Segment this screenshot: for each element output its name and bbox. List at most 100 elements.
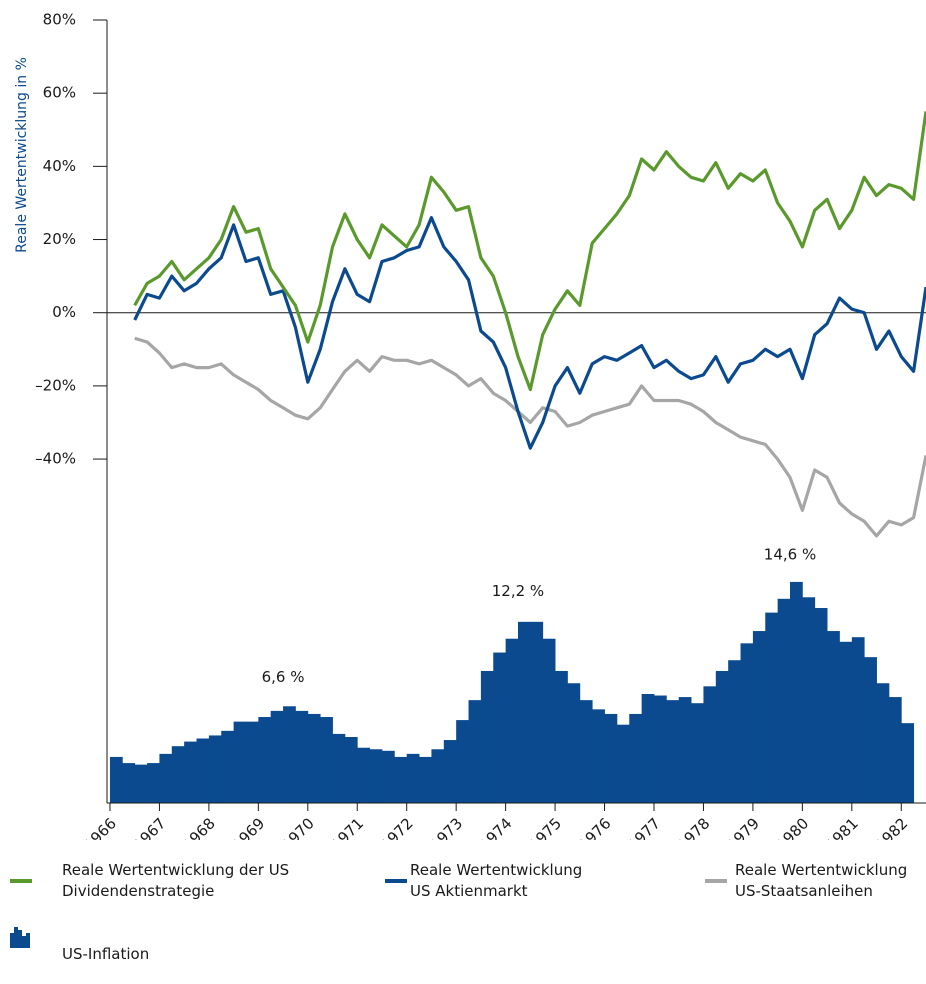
x-tick-label: 1976: [575, 814, 615, 840]
inflation-bar: [419, 756, 432, 803]
legend-label: US-Inflation: [62, 945, 150, 963]
annotation: 14,6 %: [764, 545, 816, 563]
x-tick-label: 1974: [476, 814, 516, 840]
inflation-bar: [715, 670, 729, 803]
inflation-bar: [196, 738, 210, 803]
inflation-bar: [258, 717, 272, 803]
inflation-bar: [456, 720, 469, 803]
y-axis-label: Reale Wertentwicklung in %: [14, 57, 30, 253]
inflation-bar: [332, 733, 346, 803]
legend-swatch: [705, 879, 727, 883]
inflation-bar: [678, 697, 692, 803]
inflation-bar: [480, 670, 494, 803]
y-tick-label: –40%: [35, 450, 76, 468]
x-tick-label: 1972: [377, 814, 417, 840]
inflation-bar: [691, 703, 704, 803]
inflation-bar: [221, 730, 235, 803]
inflation-bar: [579, 700, 593, 803]
inflation-bar: [666, 700, 680, 803]
inflation-bar: [394, 756, 408, 803]
inflation-bar: [134, 764, 148, 803]
inflation-bar: [864, 657, 877, 803]
inflation-bar: [208, 735, 222, 803]
y-tick-label: 20%: [43, 230, 76, 248]
y-tick-label: 80%: [43, 11, 76, 29]
x-tick-label: 1978: [674, 814, 714, 840]
inflation-bar: [381, 750, 395, 803]
inflation-bar: [752, 631, 766, 803]
legend-bar-icon: [26, 932, 30, 948]
inflation-bar: [109, 756, 123, 803]
x-tick-label: 1971: [328, 814, 368, 840]
legend-bar-icon: [14, 927, 18, 948]
inflation-bar: [629, 713, 643, 803]
x-tick-label: 1967: [130, 814, 170, 840]
x-tick-label: 1975: [525, 814, 565, 840]
inflation-bar: [765, 612, 779, 803]
inflation-bar: [468, 700, 482, 803]
inflation-bar: [703, 686, 717, 803]
x-tick-label: 1977: [624, 814, 664, 840]
inflation-bar: [406, 753, 420, 803]
inflation-bar: [728, 660, 741, 803]
inflation-bar: [876, 683, 890, 803]
inflation-bar: [357, 747, 371, 803]
inflation-bar: [431, 749, 445, 803]
inflation-bar: [505, 638, 519, 803]
inflation-bar: [283, 706, 296, 803]
inflation-bar: [320, 717, 333, 803]
inflation-bar: [888, 697, 902, 803]
series-line: [133, 111, 926, 392]
inflation-bar: [616, 724, 630, 803]
inflation-bar: [245, 721, 259, 803]
inflation-bar: [233, 721, 247, 803]
inflation-bar: [777, 598, 791, 803]
annotation: 12,2 %: [492, 582, 544, 600]
inflation-bar: [307, 713, 321, 803]
inflation-bar: [295, 710, 309, 803]
inflation-bar: [641, 693, 655, 803]
inflation-bar: [530, 621, 544, 803]
inflation-bar: [542, 638, 556, 803]
inflation-bar: [827, 631, 840, 803]
inflation-bar: [814, 608, 828, 803]
series-line: [134, 336, 926, 538]
inflation-bar: [789, 581, 803, 803]
x-tick-label: 1966: [80, 814, 120, 840]
x-tick-label: 1970: [278, 814, 318, 840]
legend-bar-icon: [22, 935, 26, 948]
x-tick-label: 1979: [723, 814, 763, 840]
x-tick-label: 1980: [773, 814, 813, 840]
x-tick-label: 1982: [872, 814, 912, 840]
series-line: [133, 216, 926, 450]
inflation-bar: [653, 695, 667, 803]
inflation-bar: [604, 713, 618, 803]
inflation-bar: [493, 652, 507, 803]
inflation-bar: [839, 641, 853, 803]
inflation-bar: [184, 741, 197, 803]
legend-label: Reale Wertentwicklung der US Dividendens…: [62, 861, 290, 900]
inflation-bar: [517, 621, 531, 803]
x-tick-label: 1981: [822, 814, 862, 840]
inflation-bar: [443, 740, 457, 803]
y-tick-label: –20%: [35, 376, 76, 394]
y-tick-label: 60%: [43, 84, 76, 102]
inflation-bar: [802, 597, 816, 803]
legend-bar-icon: [18, 930, 22, 948]
inflation-bar: [740, 643, 754, 803]
inflation-bar: [901, 723, 915, 803]
y-tick-label: 0%: [52, 303, 76, 321]
legend-label: Reale Wertentwicklung US Aktienmarkt: [410, 861, 583, 900]
inflation-bar: [270, 710, 284, 803]
legend-swatch: [10, 879, 32, 883]
legend-bar-icon: [10, 932, 14, 948]
inflation-bar: [147, 763, 160, 803]
annotation: 6,6 %: [262, 668, 305, 686]
inflation-bar: [555, 670, 568, 803]
x-tick-label: 1973: [426, 814, 466, 840]
legend-label: Reale Wertentwicklung US-Staatsanleihen: [735, 861, 908, 900]
inflation-bar: [592, 709, 605, 803]
inflation-bar: [567, 683, 581, 803]
inflation-bar: [122, 763, 136, 803]
